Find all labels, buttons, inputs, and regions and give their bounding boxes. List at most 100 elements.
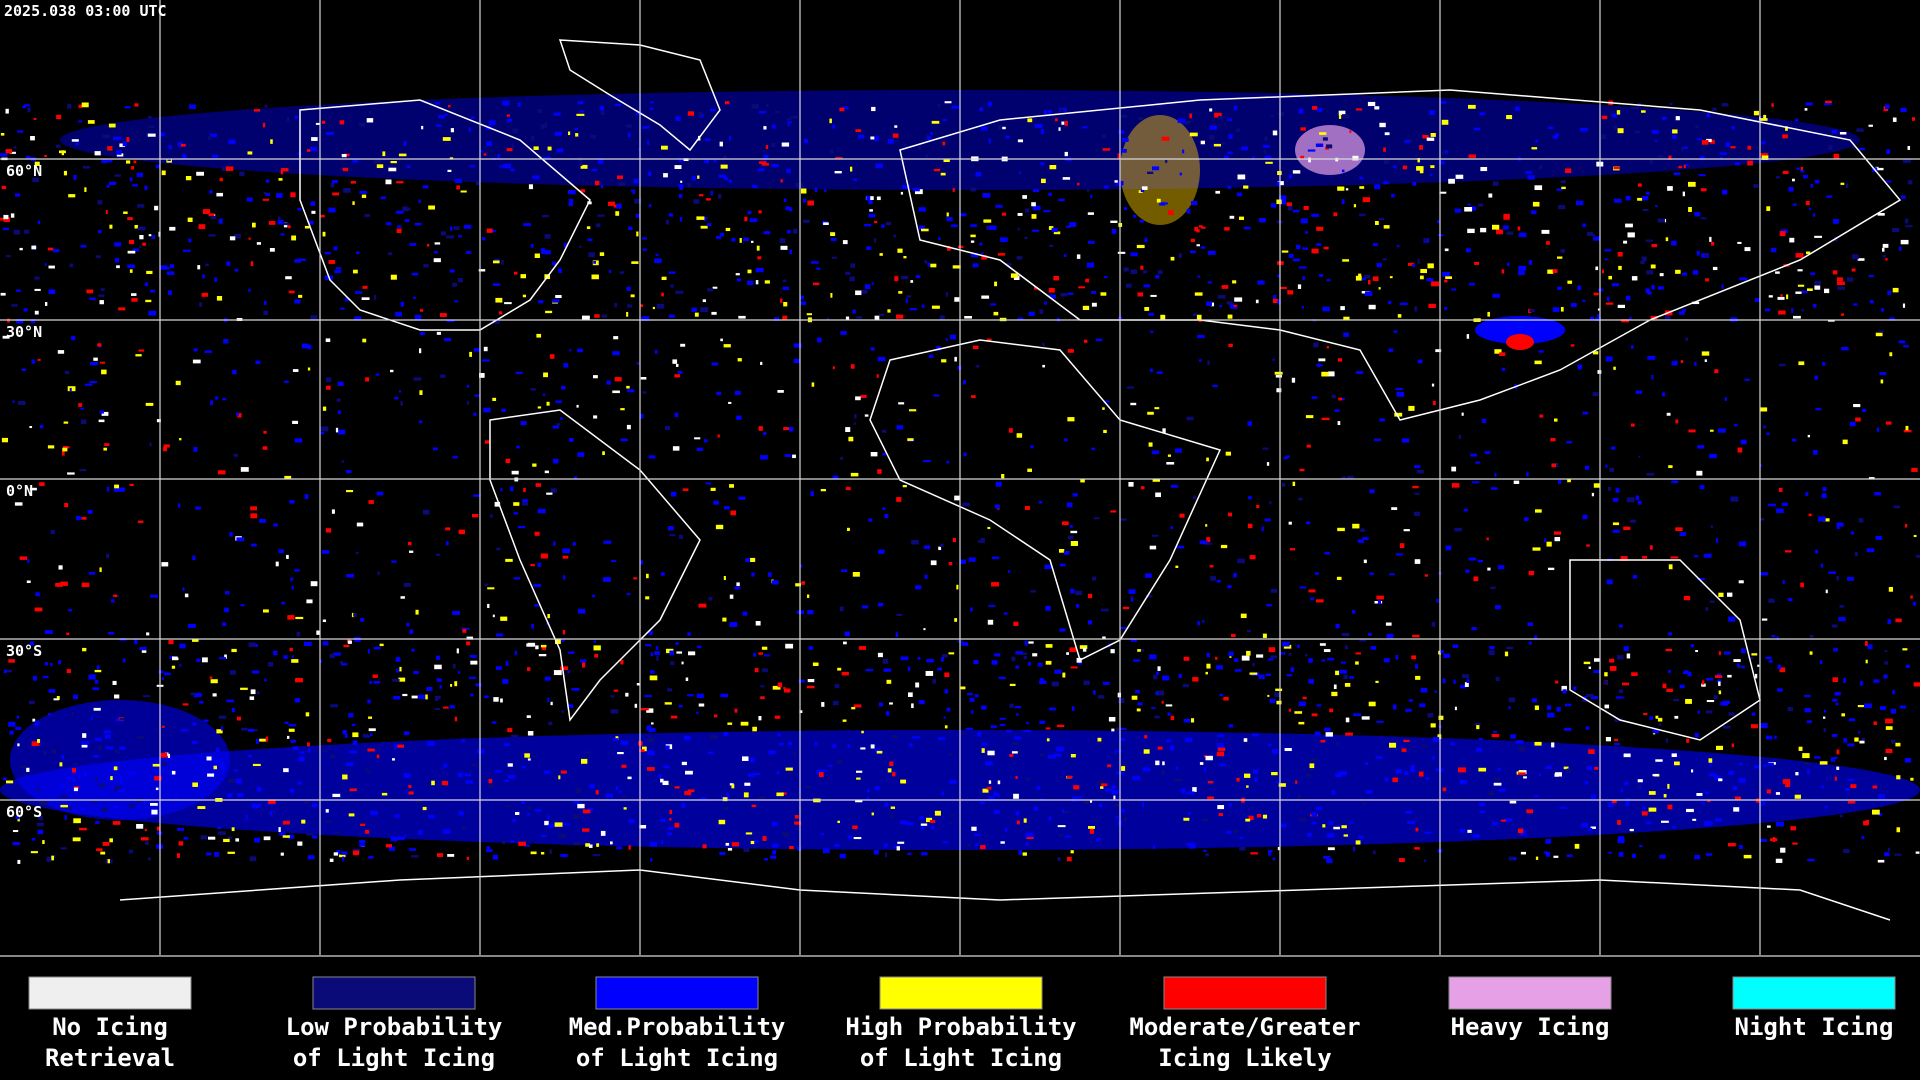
speckle xyxy=(385,844,392,848)
speckle xyxy=(56,114,62,120)
speckle xyxy=(782,832,790,838)
speckle xyxy=(1454,706,1457,711)
speckle xyxy=(1194,292,1203,296)
speckle xyxy=(1714,369,1719,374)
speckle xyxy=(1562,689,1567,694)
speckle xyxy=(1240,613,1247,619)
speckle xyxy=(553,458,559,464)
speckle xyxy=(452,611,461,615)
speckle xyxy=(1607,296,1610,302)
speckle xyxy=(214,759,221,763)
speckle xyxy=(500,616,508,621)
speckle xyxy=(575,133,579,137)
speckle xyxy=(235,412,239,416)
speckle xyxy=(1699,485,1705,490)
speckle xyxy=(1667,632,1673,636)
speckle xyxy=(747,211,752,215)
speckle xyxy=(702,299,707,303)
speckle xyxy=(444,113,448,116)
speckle xyxy=(116,153,124,157)
speckle xyxy=(287,615,295,620)
speckle xyxy=(783,198,787,203)
speckle xyxy=(831,256,838,259)
speckle xyxy=(60,804,68,808)
speckle xyxy=(1626,798,1630,804)
speckle xyxy=(17,743,20,747)
speckle xyxy=(1339,669,1347,674)
speckle xyxy=(209,133,218,137)
speckle xyxy=(957,245,964,248)
speckle xyxy=(1652,729,1659,734)
speckle xyxy=(446,541,449,546)
speckle xyxy=(799,564,803,568)
speckle xyxy=(16,289,21,292)
speckle xyxy=(1209,108,1213,112)
speckle xyxy=(1201,818,1209,822)
speckle xyxy=(1039,680,1047,684)
speckle xyxy=(1635,390,1643,394)
speckle xyxy=(1401,438,1410,443)
speckle xyxy=(896,497,902,502)
speckle xyxy=(1102,148,1111,151)
speckle xyxy=(1423,238,1428,242)
speckle xyxy=(129,269,133,273)
speckle xyxy=(788,121,792,124)
speckle xyxy=(1426,278,1434,282)
speckle xyxy=(923,628,926,631)
speckle xyxy=(1631,672,1638,676)
speckle xyxy=(1665,648,1673,652)
speckle xyxy=(304,801,310,805)
speckle xyxy=(1120,727,1127,731)
speckle xyxy=(1611,800,1617,804)
speckle xyxy=(366,118,374,123)
speckle xyxy=(110,599,115,603)
speckle xyxy=(1308,157,1311,163)
speckle xyxy=(1735,162,1740,166)
speckle xyxy=(248,642,256,648)
speckle xyxy=(1271,772,1278,776)
speckle xyxy=(1027,118,1033,123)
speckle xyxy=(648,727,656,732)
speckle xyxy=(897,841,905,844)
speckle xyxy=(1045,644,1053,648)
speckle xyxy=(1714,675,1723,678)
speckle xyxy=(1130,638,1137,642)
speckle xyxy=(1073,785,1080,790)
speckle xyxy=(449,705,455,709)
speckle xyxy=(136,824,144,829)
speckle xyxy=(894,125,898,128)
speckle xyxy=(702,844,707,849)
speckle xyxy=(909,409,917,412)
speckle xyxy=(474,394,480,397)
speckle xyxy=(1272,749,1279,754)
speckle xyxy=(199,302,203,307)
speckle xyxy=(1591,696,1598,700)
speckle xyxy=(1698,174,1706,177)
speckle xyxy=(1077,662,1082,665)
speckle xyxy=(581,662,586,668)
speckle xyxy=(297,781,302,785)
speckle xyxy=(832,744,837,748)
speckle xyxy=(816,769,822,775)
speckle xyxy=(1819,761,1828,765)
speckle xyxy=(1058,127,1061,131)
speckle xyxy=(1719,152,1728,155)
speckle xyxy=(1219,304,1223,308)
speckle xyxy=(419,348,422,354)
speckle xyxy=(1001,474,1005,479)
speckle xyxy=(193,446,198,452)
speckle xyxy=(1845,787,1850,791)
speckle xyxy=(66,776,73,779)
speckle xyxy=(1477,559,1484,563)
speckle xyxy=(663,173,668,178)
speckle xyxy=(1060,293,1068,297)
speckle xyxy=(1043,210,1051,213)
speckle xyxy=(1672,129,1678,134)
speckle xyxy=(717,434,720,438)
speckle xyxy=(1086,189,1090,192)
speckle xyxy=(1096,741,1104,745)
speckle xyxy=(466,641,471,646)
speckle xyxy=(830,238,837,242)
speckle xyxy=(1678,165,1682,169)
speckle xyxy=(1687,671,1692,677)
